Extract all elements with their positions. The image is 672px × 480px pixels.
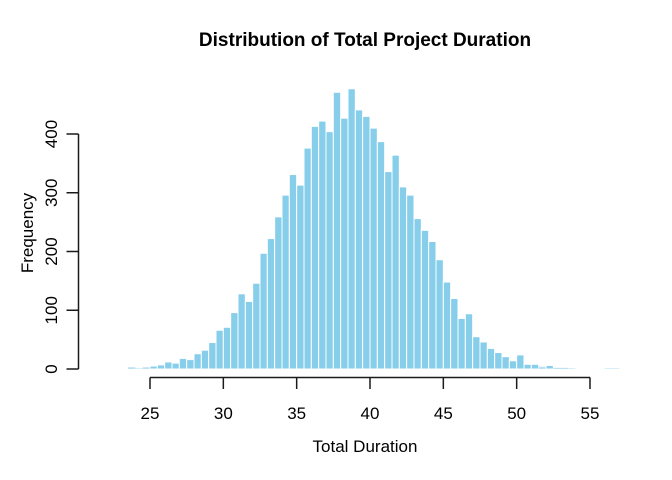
x-axis-label: Total Duration xyxy=(312,437,418,456)
x-tick-label: 55 xyxy=(581,404,600,423)
histogram-bar xyxy=(332,91,342,370)
histogram-bar xyxy=(604,368,612,369)
x-tick-label: 25 xyxy=(141,404,160,423)
x-tick-label: 30 xyxy=(214,404,233,423)
y-tick-label: 100 xyxy=(42,296,61,324)
histogram-bar xyxy=(464,313,474,370)
histogram-bar xyxy=(178,357,188,370)
histogram-bar xyxy=(230,312,239,370)
histogram-bar xyxy=(135,368,143,369)
histogram-bar xyxy=(274,216,283,370)
histogram-bar xyxy=(164,361,173,370)
histogram-bar xyxy=(252,282,261,370)
histogram-bar xyxy=(193,353,202,370)
histogram-bars xyxy=(128,88,620,370)
histogram-bar xyxy=(186,359,195,370)
histogram-bar xyxy=(318,120,327,370)
histogram-bar xyxy=(384,171,393,370)
histogram-bar xyxy=(142,367,150,369)
x-axis: 25 30 35 40 45 50 55 xyxy=(141,376,600,423)
histogram-bar xyxy=(413,218,422,370)
chart-title: Distribution of Total Project Duration xyxy=(198,30,532,51)
histogram-bar xyxy=(568,368,576,369)
histogram-bar xyxy=(479,341,488,370)
histogram-bar xyxy=(296,184,305,370)
histogram-bar xyxy=(156,364,166,370)
histogram-bar xyxy=(472,336,481,370)
y-tick-label: 0 xyxy=(42,364,61,373)
histogram-bar xyxy=(442,281,452,370)
histogram-bar xyxy=(128,367,136,369)
histogram-bar xyxy=(538,366,546,369)
histogram-bar xyxy=(501,356,510,370)
y-tick-label: 400 xyxy=(42,120,61,148)
histogram-bar xyxy=(420,229,430,370)
x-tick-label: 50 xyxy=(507,404,526,423)
histogram-bar xyxy=(354,109,364,370)
histogram-bar xyxy=(237,293,246,370)
histogram-bar xyxy=(391,154,400,370)
x-tick-label: 45 xyxy=(434,404,453,423)
histogram-bar xyxy=(325,131,334,370)
histogram-bar xyxy=(406,194,415,370)
histogram-bar xyxy=(222,326,232,370)
histogram-bar xyxy=(457,317,466,370)
histogram-bar xyxy=(340,117,349,370)
histogram-bar xyxy=(288,174,298,370)
histogram-bar xyxy=(508,360,518,370)
histogram-bar xyxy=(215,329,224,370)
y-axis: 0 100 200 300 400 xyxy=(42,120,80,374)
histogram-bar xyxy=(553,367,561,369)
histogram-bar xyxy=(281,194,290,370)
histogram-bar xyxy=(545,364,554,370)
y-tick-label: 300 xyxy=(42,179,61,207)
histogram-bar xyxy=(560,367,568,369)
histogram-bar xyxy=(612,368,620,369)
histogram-bar xyxy=(266,238,276,370)
histogram-bar xyxy=(244,300,254,370)
histogram-bar xyxy=(369,127,378,370)
histogram-bar xyxy=(303,147,312,370)
histogram-bar xyxy=(428,241,437,370)
histogram-bar xyxy=(530,363,540,370)
histogram-bar xyxy=(516,354,525,370)
x-tick-label: 35 xyxy=(287,404,306,423)
histogram-bar xyxy=(362,115,371,370)
histogram-bar xyxy=(435,259,444,370)
histogram-bar xyxy=(208,342,217,370)
histogram-bar xyxy=(523,363,532,370)
histogram-bar xyxy=(259,252,268,370)
x-tick-label: 40 xyxy=(361,404,380,423)
histogram-bar xyxy=(450,298,459,370)
histogram-bar xyxy=(494,352,503,370)
y-axis-label: Frequency xyxy=(18,192,37,274)
histogram-bar xyxy=(376,141,386,370)
histogram-bar xyxy=(171,362,180,370)
histogram-bar xyxy=(347,88,356,370)
histogram-bar xyxy=(310,125,320,370)
y-tick-label: 200 xyxy=(42,237,61,265)
histogram-bar xyxy=(149,365,158,370)
histogram-bar xyxy=(486,347,496,370)
histogram-bar xyxy=(200,349,210,370)
histogram-bar xyxy=(398,186,408,370)
